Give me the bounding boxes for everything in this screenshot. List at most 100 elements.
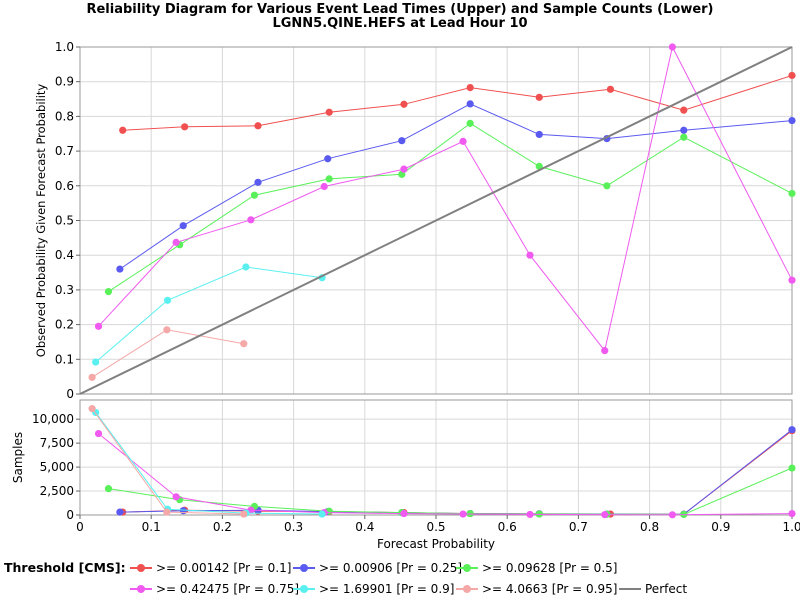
lower-series-0-00906-pr-0-25-point bbox=[179, 507, 187, 515]
legend-label: Perfect bbox=[645, 582, 688, 596]
upper-y-axis-label: Observed Probability Given Forecast Prob… bbox=[34, 84, 48, 358]
lower-y-tick-label: 7,500 bbox=[40, 436, 74, 450]
upper-y-tick-label: 0.4 bbox=[55, 248, 74, 262]
upper-y-tick-label: 0.5 bbox=[55, 214, 74, 228]
upper-series-0-42475-pr-0-75-point bbox=[668, 43, 676, 51]
upper-series-0-09628-pr-0-5-point bbox=[535, 162, 543, 170]
upper-y-tick-label: 0.6 bbox=[55, 179, 74, 193]
upper-series-0-00142-pr-0-1-point bbox=[400, 100, 408, 108]
upper-y-tick-label: 0.8 bbox=[55, 109, 74, 123]
legend-swatch bbox=[619, 583, 641, 595]
legend-label: >= 0.42475 [Pr = 0.75] bbox=[156, 582, 300, 596]
lower-series-0-42475-pr-0-75-point bbox=[459, 510, 467, 518]
legend-title: Threshold [CMS]: bbox=[4, 560, 126, 575]
lower-series-4-0663-pr-0-95-point bbox=[88, 405, 96, 413]
lower-series-0-42475-pr-0-75-point bbox=[601, 511, 609, 519]
lower-series-0-42475-pr-0-75-point bbox=[94, 429, 103, 438]
lower-y-tick-label: 2,500 bbox=[40, 484, 74, 498]
legend-item: >= 0.00142 [Pr = 0.1] bbox=[130, 561, 291, 575]
upper-y-tick-label: 0.3 bbox=[55, 283, 74, 297]
lower-series-1-69901-pr-0-9-point bbox=[318, 510, 326, 518]
x-tick-label: 0.3 bbox=[284, 520, 303, 534]
upper-y-tick-label: 0.9 bbox=[55, 75, 74, 89]
upper-y-tick-label: 0.2 bbox=[55, 318, 74, 332]
legend-swatch bbox=[456, 583, 478, 595]
legend-item: >= 1.69901 [Pr = 0.9] bbox=[293, 582, 454, 596]
lower-series-1-69901-pr-0-9-line bbox=[95, 412, 323, 515]
upper-series-0-09628-pr-0-5-point bbox=[788, 189, 796, 198]
legend-swatch bbox=[130, 562, 152, 574]
upper-series-0-00142-pr-0-1-point bbox=[325, 108, 333, 116]
upper-series-0-00906-pr-0-25-point bbox=[680, 126, 688, 134]
upper-series-0-00142-pr-0-1-point bbox=[535, 93, 543, 101]
legend-label: >= 4.0663 [Pr = 0.95] bbox=[482, 582, 618, 596]
upper-series-0-00142-pr-0-1-point bbox=[466, 83, 474, 92]
lower-series-4-0663-pr-0-95-point bbox=[163, 508, 171, 516]
upper-series-0-00142-pr-0-1-point bbox=[181, 123, 189, 131]
upper-series-0-42475-pr-0-75-point bbox=[526, 251, 534, 259]
x-tick-label: 0.5 bbox=[426, 520, 445, 534]
x-tick-label: 0.8 bbox=[640, 520, 659, 534]
upper-series-0-09628-pr-0-5-point bbox=[680, 133, 688, 141]
upper-series-0-00142-pr-0-1-point bbox=[606, 85, 615, 93]
upper-series-0-09628-pr-0-5-point bbox=[466, 119, 474, 127]
upper-series-0-00142-pr-0-1-point bbox=[680, 106, 688, 114]
lower-series-0-09628-pr-0-5-point bbox=[104, 485, 113, 493]
upper-series-0-00906-pr-0-25-point bbox=[254, 178, 262, 186]
upper-series-0-42475-pr-0-75-point bbox=[459, 137, 467, 145]
upper-series-0-42475-pr-0-75-point bbox=[247, 216, 255, 224]
x-tick-label: 0.9 bbox=[711, 520, 730, 534]
upper-series-perfect-line bbox=[80, 46, 793, 395]
x-tick-label: 0.4 bbox=[355, 520, 374, 534]
x-tick-label: 0.2 bbox=[213, 520, 232, 534]
upper-series-4-0663-pr-0-95-point bbox=[240, 340, 248, 348]
upper-series-0-42475-pr-0-75-point bbox=[400, 165, 408, 173]
lower-series-0-00906-pr-0-25-point bbox=[116, 508, 124, 516]
legend-item: >= 0.00906 [Pr = 0.25] bbox=[293, 561, 462, 575]
upper-series-0-00906-pr-0-25-point bbox=[179, 222, 187, 230]
lower-y-tick-label: 10,000 bbox=[32, 412, 74, 426]
lower-series-0-00906-pr-0-25-point bbox=[788, 426, 796, 434]
legend-swatch bbox=[130, 583, 152, 595]
upper-series-0-00906-pr-0-25-point bbox=[788, 116, 796, 125]
legend: Threshold [CMS]: >= 0.00142 [Pr = 0.1] >=… bbox=[0, 555, 800, 600]
upper-series-1-69901-pr-0-9-line bbox=[95, 266, 323, 363]
chart-title: Reliability Diagram for Various Event Le… bbox=[86, 2, 714, 17]
x-tick-label: 0 bbox=[76, 520, 84, 534]
x-axis-label: Forecast Probability bbox=[377, 537, 495, 551]
upper-series-0-09628-pr-0-5-point bbox=[325, 175, 333, 183]
upper-series-1-69901-pr-0-9-point bbox=[242, 263, 250, 271]
upper-series-0-00142-pr-0-1-point bbox=[788, 71, 796, 80]
lower-series-0-42475-pr-0-75-line bbox=[98, 433, 793, 516]
upper-series-0-09628-pr-0-5-line bbox=[108, 122, 793, 293]
lower-y-tick-label: 0 bbox=[66, 508, 74, 522]
legend-item: >= 0.09628 [Pr = 0.5] bbox=[456, 561, 617, 575]
upper-y-tick-label: 0.7 bbox=[55, 144, 74, 158]
upper-series-4-0663-pr-0-95-point bbox=[88, 373, 96, 381]
upper-series-0-00906-pr-0-25-point bbox=[398, 137, 406, 145]
legend-item: >= 4.0663 [Pr = 0.95] bbox=[456, 582, 617, 596]
upper-series-4-0663-pr-0-95-point bbox=[163, 326, 171, 334]
upper-y-tick-label: 0 bbox=[66, 387, 74, 401]
legend-item: Perfect bbox=[619, 582, 687, 596]
lower-series-4-0663-pr-0-95-point bbox=[240, 510, 248, 518]
upper-series-0-00906-pr-0-25-point bbox=[535, 130, 543, 139]
legend-label: >= 1.69901 [Pr = 0.9] bbox=[319, 582, 455, 596]
lower-series-0-42475-pr-0-75-point bbox=[788, 509, 796, 518]
chart-subtitle: LGNN5.QINE.HEFS at Lead Hour 10 bbox=[272, 16, 528, 31]
upper-series-0-42475-pr-0-75-point bbox=[788, 276, 796, 284]
lower-series-0-42475-pr-0-75-point bbox=[172, 493, 180, 501]
upper-series-0-00906-pr-0-25-point bbox=[116, 265, 124, 273]
legend-label: >= 0.09628 [Pr = 0.5] bbox=[482, 561, 618, 575]
upper-series-1-69901-pr-0-9-point bbox=[92, 358, 100, 366]
upper-series-0-00142-pr-0-1-line bbox=[122, 75, 793, 131]
upper-series-0-09628-pr-0-5-point bbox=[250, 191, 259, 199]
x-tick-label: 0.1 bbox=[142, 520, 161, 534]
legend-item: >= 0.42475 [Pr = 0.75] bbox=[130, 582, 299, 596]
upper-series-0-42475-pr-0-75-line bbox=[98, 45, 793, 352]
upper-series-0-00906-pr-0-25-point bbox=[324, 155, 332, 163]
legend-label: >= 0.00906 [Pr = 0.25] bbox=[319, 561, 463, 575]
upper-series-1-69901-pr-0-9-point bbox=[163, 296, 172, 304]
legend-swatch bbox=[456, 562, 478, 574]
